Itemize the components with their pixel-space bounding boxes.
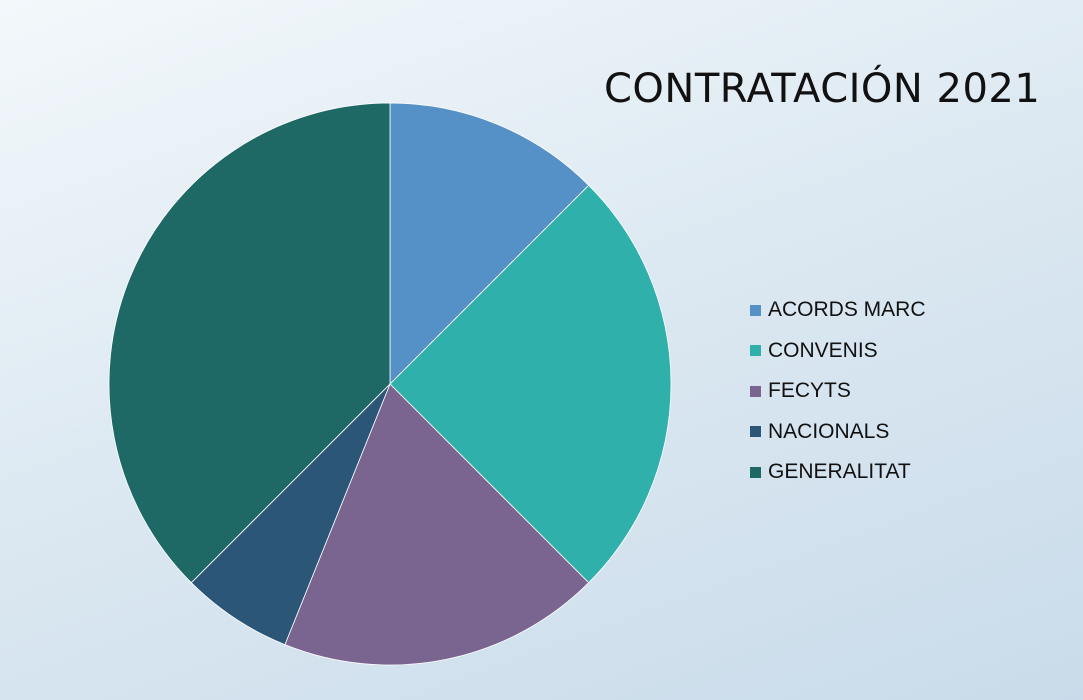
legend-item: CONVENIS [750,331,926,372]
legend-swatch [750,385,761,397]
chart-legend: ACORDS MARC CONVENIS FECYTS NACIONALS GENERA… [750,290,926,493]
pie-slice-convenis [389,184,672,584]
legend-swatch [750,466,761,478]
pie-slice-nacionals [190,383,391,646]
legend-label: ACORDS MARC [768,298,926,322]
pie-slice-generalitat [108,102,391,584]
legend-label: CONVENIS [768,338,878,362]
legend-item: ACORDS MARC [750,290,926,331]
chart-title: CONTRATACIÓN 2021 [604,66,1041,112]
pie-slice-fecyts [284,383,590,666]
legend-item: FECYTS [750,371,926,412]
legend-swatch [750,426,761,438]
legend-item: GENERALITAT [750,452,926,493]
legend-label: GENERALITAT [768,460,911,484]
legend-label: NACIONALS [768,419,890,443]
pie-slice-acords-marc [389,102,590,385]
legend-item: NACIONALS [750,412,926,453]
legend-label: FECYTS [768,379,851,403]
legend-swatch [750,304,761,316]
legend-swatch [750,345,761,357]
